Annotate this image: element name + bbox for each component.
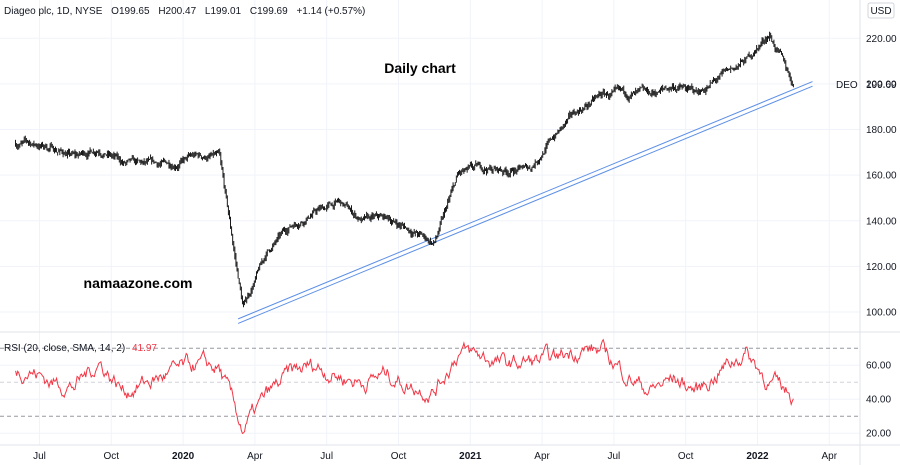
price-tick-label: 180.00 [866,125,897,136]
rsi-axis-labels[interactable]: 60.00 40.00 20.00 [866,361,891,440]
rsi-current-value: 41.97 [132,343,157,354]
ohlc-low: L199.01 [205,6,242,17]
time-tick-label: Jul [320,451,333,462]
time-tick-label: 2022 [746,451,769,462]
price-axis-labels[interactable]: 220.00 200.00 180.00 160.00 140.00 120.00 100.… [866,34,897,319]
price-tick-label: 100.00 [866,308,897,319]
rsi-tick-label: 40.00 [866,395,891,406]
time-axis-labels[interactable]: Jul Oct 2020 Apr Jul Oct 2021 Apr Jul Oct 2022 Apr [33,451,838,462]
time-tick-label: Oct [104,451,120,462]
chart-title-annotation: Daily chart [384,60,456,76]
price-tick-label: 140.00 [866,216,897,227]
last-price-label[interactable]: 199.69 [866,80,897,91]
time-tick-label: Oct [391,451,407,462]
price-bars [15,31,794,308]
ohlc-change: +1.14 (+0.57%) [296,6,365,17]
time-tick-label: 2020 [172,451,195,462]
trendlines[interactable] [237,81,813,324]
price-tick-label: 220.00 [866,34,897,45]
price-tick-label: 160.00 [866,171,897,182]
ohlc-close: C199.69 [250,6,288,17]
symbol-name[interactable]: Diageo plc, 1D, NYSE [4,6,103,17]
rsi-series [15,338,794,435]
rsi-tick-label: 60.00 [866,361,891,372]
ohlc-high: H200.47 [158,6,196,17]
rsi-tick-label: 20.00 [866,429,891,440]
rsi-legend: RSI (20, close, SMA, 14, 2) 41.97 [4,343,157,354]
time-tick-label: Jul [607,451,620,462]
trendline[interactable] [237,81,813,320]
time-tick-label: Apr [821,451,837,462]
price-tick-label: 200.00 [866,79,897,90]
trendline[interactable] [237,85,813,324]
time-tick-label: Apr [247,451,263,462]
currency-badge[interactable] [867,2,895,19]
time-tick-label: Oct [678,451,694,462]
time-tick-label: 2021 [459,451,482,462]
rsi-line [15,338,794,435]
ohlc-open: O199.65 [111,6,150,17]
series-name-label: DEO [836,80,858,91]
rsi-legend-text[interactable]: RSI (20, close, SMA, 14, 2) [4,343,125,354]
time-tick-label: Jul [33,451,46,462]
price-tick-label: 120.00 [866,262,897,273]
watermark-annotation: namaazone.com [84,275,193,291]
symbol-legend: Diageo plc, 1D, NYSE O199.65 H200.47 L19… [4,6,365,17]
time-tick-label: Apr [534,451,550,462]
currency-label: USD [870,6,891,17]
grid-lines [0,0,860,445]
